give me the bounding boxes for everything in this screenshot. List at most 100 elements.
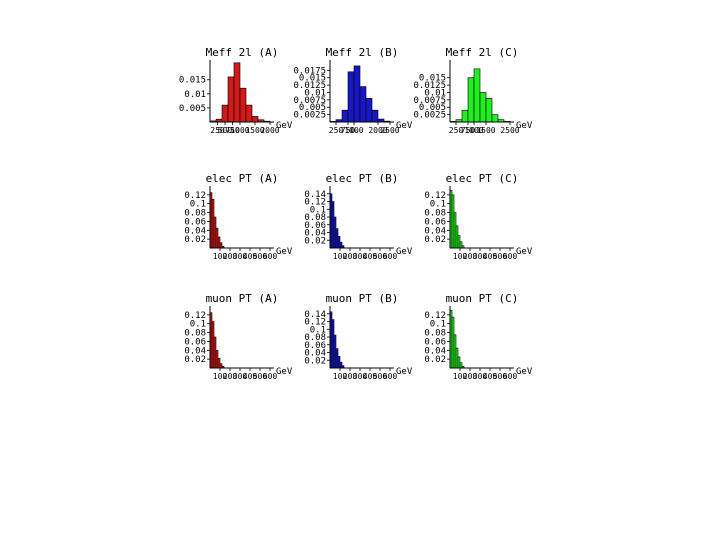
- y-tick-label: 0.0025: [413, 111, 446, 121]
- y-tick-label: 0.12: [424, 191, 446, 201]
- histogram-bar: [219, 242, 223, 249]
- histogram-bar: [217, 236, 221, 249]
- panel-title: elec PT (B): [326, 172, 399, 185]
- x-tick-label: 400: [363, 372, 378, 381]
- x-tick-label: 400: [363, 252, 378, 261]
- y-tick-label: 0.12: [184, 311, 206, 321]
- y-tick-label: 0.06: [184, 337, 206, 347]
- y-tick-label: 0.14: [304, 310, 326, 320]
- y-tick-label: 0.08: [304, 213, 326, 223]
- histogram-bar: [473, 68, 481, 123]
- y-tick-label: 0.14: [304, 190, 326, 200]
- x-tick-label: 100: [333, 252, 348, 261]
- x-tick-label: 500: [373, 252, 388, 261]
- y-tick-label: 0.0025: [293, 111, 326, 121]
- histogram-panel: muon PT (C)0.120.10.080.060.040.02 100200…: [424, 292, 533, 381]
- y-tick-label: 0.01: [424, 88, 446, 98]
- x-tick-label: 100: [213, 372, 228, 381]
- x-tick-label: 2000: [260, 126, 279, 135]
- y-tick-label: 0.04: [184, 346, 206, 356]
- x-axis-label: GeV: [276, 121, 293, 131]
- histogram-bar: [491, 114, 499, 123]
- y-tick-label: 0.02: [184, 355, 206, 365]
- x-tick-label: 300: [473, 372, 488, 381]
- x-tick-label: 200: [343, 252, 358, 261]
- y-tick-label: 0.06: [304, 221, 326, 231]
- y-tick-label: 0.0075: [413, 96, 446, 106]
- x-tick-label: 600: [263, 252, 278, 261]
- histogram-panel: elec PT (A)0.120.10.080.060.040.02 100200…: [184, 172, 293, 261]
- y-tick-label: 0.04: [424, 346, 446, 356]
- y-tick-label: 0.08: [184, 209, 206, 219]
- histogram-bar: [233, 62, 241, 123]
- y-tick-label: 0.12: [304, 198, 326, 208]
- y-tick-label: 0.04: [424, 226, 446, 236]
- x-axis-label: GeV: [396, 367, 413, 377]
- x-tick-label: 500: [373, 372, 388, 381]
- x-tick-label: 100: [213, 252, 228, 261]
- y-tick-label: 0.1: [430, 200, 446, 210]
- x-axis-label: GeV: [516, 121, 533, 131]
- histogram-bar: [353, 65, 361, 123]
- x-tick-label: 250: [210, 126, 225, 135]
- panel-title: Meff 2l (C): [446, 46, 519, 59]
- panel-title: Meff 2l (B): [326, 46, 399, 59]
- histogram-bar: [341, 109, 349, 123]
- histogram-bar: [485, 98, 493, 123]
- x-tick-label: 300: [473, 252, 488, 261]
- x-tick-label: 250: [449, 126, 464, 135]
- y-tick-label: 0.1: [310, 205, 326, 215]
- x-tick-label: 200: [463, 252, 478, 261]
- histogram-bar: [213, 216, 217, 249]
- histogram-bar: [215, 227, 219, 249]
- y-tick-label: 0.08: [184, 329, 206, 339]
- histogram-bar: [215, 349, 219, 369]
- x-tick-label: 750: [461, 126, 476, 135]
- x-axis-label: GeV: [276, 367, 293, 377]
- histogram-bar: [211, 321, 215, 369]
- histogram-bar: [347, 71, 355, 123]
- y-tick-label: 0.1: [190, 320, 206, 330]
- x-tick-label: 300: [233, 372, 248, 381]
- x-tick-label: 1500: [476, 126, 495, 135]
- y-tick-label: 0.12: [184, 191, 206, 201]
- histogram-bar: [251, 116, 259, 123]
- x-tick-label: 200: [223, 252, 238, 261]
- y-tick-label: 0.02: [424, 355, 446, 365]
- y-tick-label: 0.12: [424, 311, 446, 321]
- x-tick-label: 250: [329, 126, 344, 135]
- histogram-bar: [359, 86, 367, 123]
- x-tick-label: 500: [218, 126, 233, 135]
- y-tick-label: 0.0125: [413, 81, 446, 91]
- x-axis-label: GeV: [276, 247, 293, 257]
- y-tick-label: 0.08: [304, 333, 326, 343]
- y-tick-label: 0.015: [299, 74, 326, 84]
- histogram-bar: [211, 198, 215, 249]
- y-tick-label: 0.005: [179, 104, 206, 114]
- x-tick-label: 500: [493, 252, 508, 261]
- x-tick-label: 400: [243, 372, 258, 381]
- x-tick-label: 1500: [245, 126, 264, 135]
- y-tick-label: 0.1: [310, 325, 326, 335]
- x-tick-label: 200: [343, 372, 358, 381]
- x-tick-label: 2000: [368, 126, 387, 135]
- panel-title: muon PT (B): [326, 292, 399, 305]
- y-tick-label: 0.02: [304, 236, 326, 246]
- histogram-bar: [217, 357, 221, 369]
- histogram-bar: [221, 104, 229, 123]
- y-tick-label: 0.0175: [293, 66, 326, 76]
- y-tick-label: 0.01: [304, 88, 326, 98]
- x-tick-label: 600: [263, 372, 278, 381]
- panel-title: Meff 2l (A): [206, 46, 279, 59]
- y-tick-label: 0.06: [184, 217, 206, 227]
- y-tick-label: 0.02: [184, 235, 206, 245]
- y-tick-label: 0.06: [424, 337, 446, 347]
- x-axis-label: GeV: [396, 247, 413, 257]
- x-tick-label: 600: [503, 252, 518, 261]
- histogram-bar: [219, 363, 223, 369]
- x-tick-label: 300: [353, 252, 368, 261]
- y-tick-label: 0.08: [424, 209, 446, 219]
- y-tick-label: 0.01: [184, 90, 206, 100]
- x-tick-label: 2500: [500, 126, 519, 135]
